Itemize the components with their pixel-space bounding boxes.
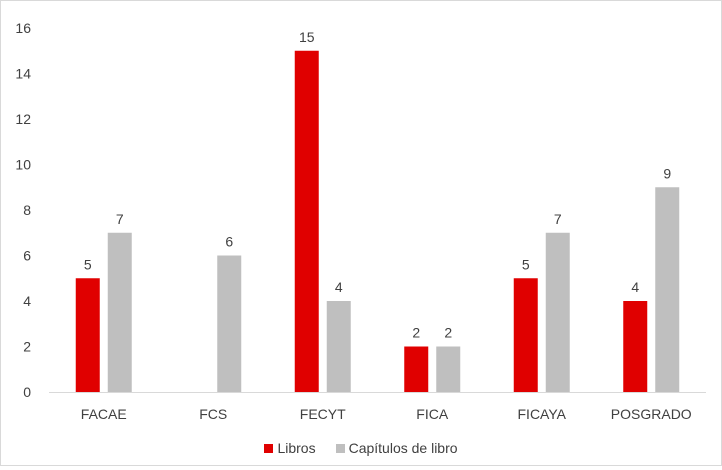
legend-item-libros: Libros — [264, 440, 316, 456]
bar — [436, 346, 461, 392]
x-tick-label: FICA — [416, 406, 449, 422]
data-label: 2 — [444, 325, 452, 341]
legend-swatch-capitulos — [335, 443, 345, 453]
legend-label-libros: Libros — [277, 440, 316, 456]
data-label: 5 — [84, 256, 92, 272]
data-label: 2 — [412, 325, 420, 341]
legend: Libros Capítulos de libro — [1, 440, 721, 456]
bar — [404, 346, 429, 392]
bar — [513, 278, 538, 392]
x-tick-label: FCS — [199, 406, 227, 422]
y-tick-label: 2 — [23, 339, 31, 355]
data-label: 6 — [225, 234, 233, 250]
bar — [655, 187, 680, 392]
bar — [294, 50, 319, 392]
x-tick-label: FECYT — [300, 406, 346, 422]
data-label: 4 — [335, 279, 343, 295]
data-label: 7 — [116, 211, 124, 227]
bar — [107, 232, 132, 392]
y-tick-label: 6 — [23, 248, 31, 264]
y-tick-label: 16 — [15, 20, 31, 36]
data-label: 4 — [631, 279, 639, 295]
y-tick-label: 12 — [15, 111, 31, 127]
y-tick-label: 10 — [15, 157, 31, 173]
y-tick-label: 14 — [15, 66, 31, 82]
bar — [545, 232, 570, 392]
y-tick-label: 4 — [23, 293, 31, 309]
data-label: 7 — [554, 211, 562, 227]
bar — [623, 301, 648, 392]
bar — [326, 301, 351, 392]
x-tick-label: POSGRADO — [611, 406, 692, 422]
legend-swatch-libros — [264, 443, 274, 453]
data-label: 15 — [299, 29, 315, 45]
x-tick-label: FACAE — [81, 406, 127, 422]
y-tick-label: 8 — [23, 202, 31, 218]
legend-item-capitulos: Capítulos de libro — [335, 440, 458, 456]
bar — [217, 255, 242, 392]
data-label: 5 — [522, 256, 530, 272]
bar — [75, 278, 100, 392]
legend-label-capitulos: Capítulos de libro — [348, 440, 458, 456]
x-tick-label: FICAYA — [518, 406, 567, 422]
data-label: 9 — [663, 165, 671, 181]
y-tick-label: 0 — [23, 384, 31, 400]
